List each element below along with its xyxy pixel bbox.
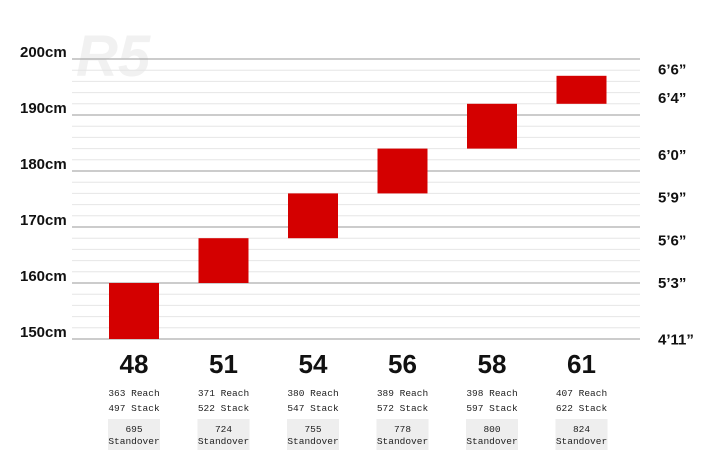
reach-label: 407 Reach — [556, 388, 607, 399]
standover-value: 755 — [304, 424, 321, 435]
bars — [109, 75, 607, 339]
standover-label: Standover — [198, 436, 249, 447]
standover-label: Standover — [466, 436, 517, 447]
reach-label: 371 Reach — [198, 388, 249, 399]
size-range-bar — [198, 238, 249, 283]
standover-value: 824 — [573, 424, 590, 435]
y-tick-label-left: 180cm — [20, 156, 67, 173]
standover-label: Standover — [556, 436, 607, 447]
frame-size-label: 56 — [388, 349, 417, 379]
y-tick-label-right: 5’9” — [658, 189, 686, 206]
reach-label: 398 Reach — [466, 388, 517, 399]
stack-label: 572 Stack — [377, 403, 429, 414]
standover-box — [287, 419, 339, 450]
y-tick-label-right: 6’4” — [658, 90, 686, 107]
frame-size-label: 48 — [120, 349, 149, 379]
y-tick-label-left: 160cm — [20, 268, 67, 285]
grid — [72, 58, 640, 340]
y-tick-label-right: 5’3” — [658, 275, 686, 292]
y-tick-label-right: 6’6” — [658, 62, 686, 79]
standover-label: Standover — [287, 436, 338, 447]
size-range-bar — [288, 193, 338, 239]
standover-value: 778 — [394, 424, 411, 435]
y-tick-label-left: 150cm — [20, 324, 67, 341]
stack-label: 522 Stack — [198, 403, 250, 414]
reach-label: 363 Reach — [108, 388, 159, 399]
y-tick-label-left: 200cm — [20, 44, 67, 61]
y-tick-label-left: 170cm — [20, 212, 67, 229]
standover-box — [466, 419, 518, 450]
stack-label: 497 Stack — [108, 403, 160, 414]
size-range-bar — [467, 103, 517, 149]
standover-value: 695 — [125, 424, 142, 435]
standover-box — [555, 419, 608, 450]
frame-size-label: 58 — [478, 349, 507, 379]
standover-value: 800 — [483, 424, 500, 435]
standover-label: Standover — [108, 436, 159, 447]
standover-value: 724 — [215, 424, 232, 435]
size-labels: 48 51 54 56 58 61 — [120, 349, 596, 379]
frame-size-label: 61 — [567, 349, 596, 379]
y-axis-left: 200cm 190cm 180cm 170cm 160cm 150cm — [20, 44, 67, 341]
standover-box — [108, 419, 160, 450]
size-range-bar — [556, 75, 607, 104]
y-axis-right: 6’6” 6’4” 6’0” 5’9” 5’6” 5’3” 4’11” — [658, 62, 694, 349]
stack-label: 597 Stack — [466, 403, 518, 414]
y-tick-label-left: 190cm — [20, 100, 67, 117]
stack-label: 622 Stack — [556, 403, 608, 414]
reach-label: 380 Reach — [287, 388, 338, 399]
watermark-logo: R5 — [76, 24, 151, 89]
standover-box — [376, 419, 429, 450]
frame-size-label: 54 — [299, 349, 328, 379]
y-tick-label-right: 4’11” — [658, 332, 694, 349]
frame-size-label: 51 — [209, 349, 238, 379]
standover-label: Standover — [377, 436, 428, 447]
size-range-bar — [109, 283, 159, 339]
reach-label: 389 Reach — [377, 388, 428, 399]
stack-label: 547 Stack — [287, 403, 339, 414]
y-tick-label-right: 5’6” — [658, 232, 686, 249]
y-tick-label-right: 6’0” — [658, 147, 686, 164]
size-range-bar — [377, 148, 428, 194]
standover-box — [197, 419, 250, 450]
